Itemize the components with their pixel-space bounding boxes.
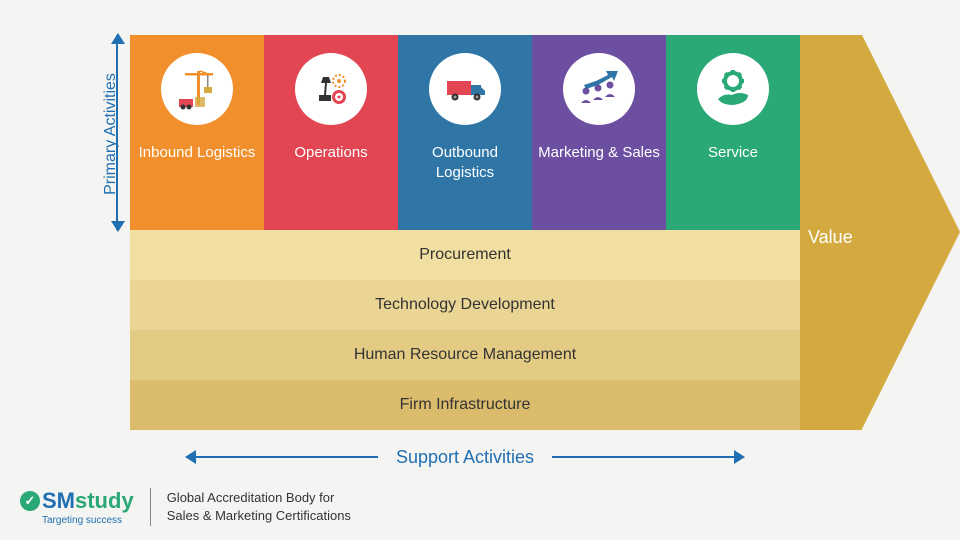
primary-activities-row: Inbound Logistics Operations Outbound Lo… [130,35,800,230]
primary-label: Outbound Logistics [398,143,532,184]
chess-gear-icon [295,53,367,125]
primary-label: Inbound Logistics [133,143,262,163]
people-arrow-icon [563,53,635,125]
primary-label: Marketing & Sales [532,143,666,163]
primary-marketing-sales: Marketing & Sales [532,35,666,230]
logo-check-icon: ✓ [20,491,40,511]
support-activities-rows: Procurement Technology Development Human… [130,230,800,430]
support-activities-axis: Support Activities [130,442,800,472]
logo-tagline: Targeting success [42,515,134,526]
value-label: Value [808,227,853,248]
support-infrastructure: Firm Infrastructure [130,380,800,430]
smstudy-logo: ✓ SMstudy Targeting success [20,488,151,526]
footer-line2: Sales & Marketing Certifications [167,507,351,525]
footer-line1: Global Accreditation Body for [167,489,351,507]
logo-sm-text: SM [42,488,75,514]
support-technology: Technology Development [130,280,800,330]
primary-label: Service [702,143,764,163]
support-label: Technology Development [375,296,555,314]
support-axis-label: Support Activities [378,447,552,468]
footer-text: Global Accreditation Body for Sales & Ma… [167,489,351,525]
truck-icon [429,53,501,125]
primary-axis-label: Primary Activities [102,73,120,195]
crane-icon [161,53,233,125]
support-procurement: Procurement [130,230,800,280]
support-label: Firm Infrastructure [400,396,531,414]
logo-study-text: study [75,488,134,514]
primary-operations: Operations [264,35,398,230]
support-hr: Human Resource Management [130,330,800,380]
support-label: Procurement [419,246,511,264]
support-label: Human Resource Management [354,346,576,364]
hand-gear-icon [697,53,769,125]
footer: ✓ SMstudy Targeting success Global Accre… [20,488,351,526]
primary-inbound-logistics: Inbound Logistics [130,35,264,230]
primary-outbound-logistics: Outbound Logistics [398,35,532,230]
value-chain-diagram: Inbound Logistics Operations Outbound Lo… [130,35,950,430]
value-arrow-head [862,35,960,429]
primary-service: Service [666,35,800,230]
primary-label: Operations [288,143,373,163]
